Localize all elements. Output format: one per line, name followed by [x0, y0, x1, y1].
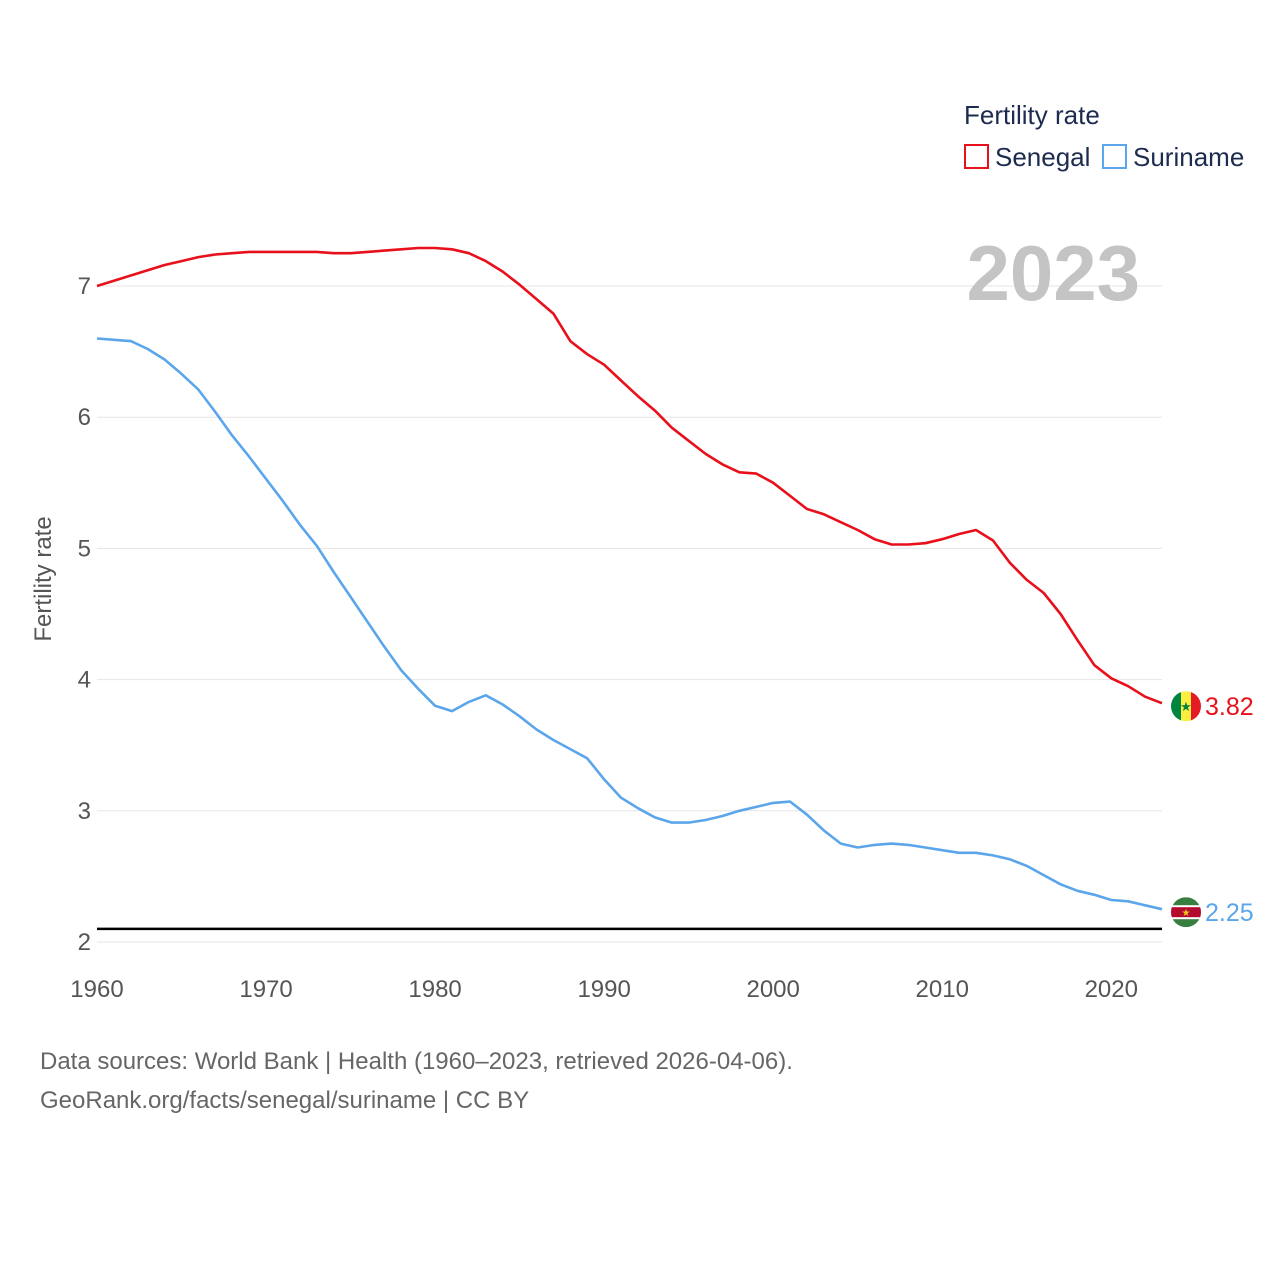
legend-swatch-suriname	[1102, 144, 1127, 169]
end-value-suriname: 2.25	[1205, 899, 1254, 927]
y-tick-label: 4	[78, 667, 91, 694]
y-tick-label: 6	[78, 404, 91, 431]
suriname-line	[96, 337, 1163, 911]
series-lines	[96, 246, 1163, 911]
license-line[interactable]: GeoRank.org/facts/senegal/suriname | CC …	[40, 1087, 530, 1114]
fertility-rate-chart: 2 3 4 5 6 7 1960 1970 1980 1990 2000 2010 2020 Fert…	[30, 100, 1254, 1003]
legend-title: Fertility rate	[964, 100, 1100, 130]
legend-label-suriname[interactable]: Suriname	[1133, 142, 1244, 172]
legend-label-senegal[interactable]: Senegal	[995, 142, 1090, 172]
source-line: Data sources: World Bank | Health (1960–…	[40, 1048, 793, 1075]
end-value-senegal: 3.82	[1205, 693, 1254, 721]
y-axis-label: Fertility rate	[30, 516, 57, 641]
x-tick-label: 2020	[1085, 976, 1138, 1003]
y-tick-label: 2	[78, 929, 91, 956]
y-tick-label: 7	[78, 273, 91, 300]
legend: Fertility rate Senegal Suriname	[964, 100, 1244, 172]
year-label: 2023	[966, 229, 1140, 317]
data-source-footer: Data sources: World Bank | Health (1960–…	[40, 1042, 793, 1120]
end-labels: ★ 3.82 ★ 2.25	[1171, 691, 1254, 928]
y-tick-label: 3	[78, 798, 91, 825]
x-tick-label: 2010	[916, 976, 969, 1003]
legend-swatch-senegal	[964, 144, 989, 169]
svg-text:★: ★	[1182, 908, 1191, 919]
x-tick-label: 1990	[577, 976, 630, 1003]
svg-text:★: ★	[1180, 700, 1192, 715]
y-tick-label: 5	[78, 535, 91, 562]
gridlines	[97, 285, 1162, 943]
senegal-line	[96, 246, 1163, 705]
x-tick-label: 1980	[408, 976, 461, 1003]
x-tick-label: 1960	[70, 976, 123, 1003]
suriname-series	[96, 337, 1163, 911]
x-tick-label: 2000	[746, 976, 799, 1003]
x-axis-ticks: 1960 1970 1980 1990 2000 2010 2020	[70, 976, 1138, 1003]
x-tick-label: 1970	[239, 976, 292, 1003]
y-axis-ticks: 2 3 4 5 6 7	[78, 273, 91, 956]
senegal-series	[96, 246, 1163, 705]
senegal-flag-icon: ★	[1171, 691, 1201, 722]
suriname-flag-icon: ★	[1171, 897, 1201, 928]
